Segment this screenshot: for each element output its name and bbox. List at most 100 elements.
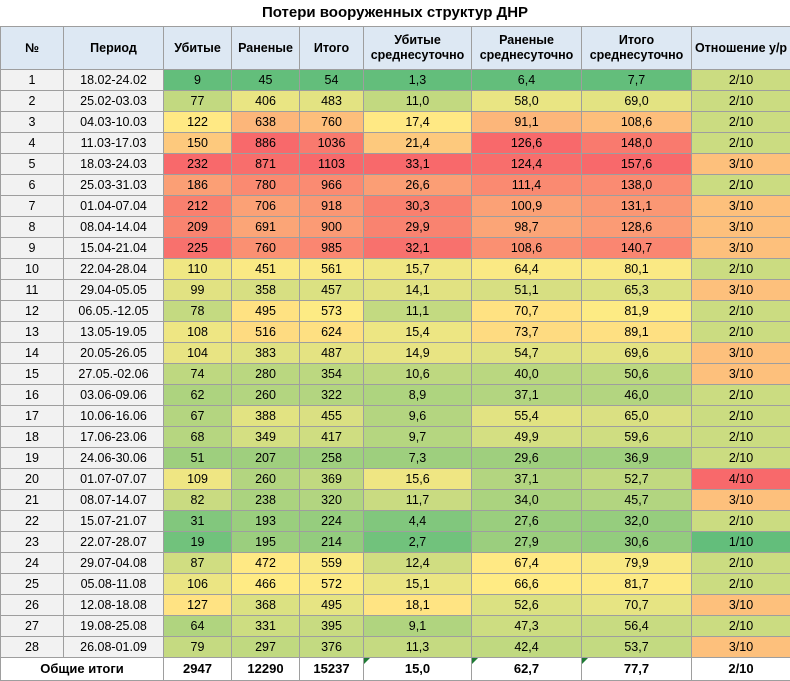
totals-killed: 2947: [164, 658, 232, 681]
cell-total-avg: 36,9: [582, 448, 692, 469]
cell-wounded-avg: 111,4: [472, 175, 582, 196]
cell-killed: 225: [164, 238, 232, 259]
cell-ratio: 2/10: [692, 70, 790, 91]
cell-num: 4: [1, 133, 64, 154]
cell-total-avg: 45,7: [582, 490, 692, 511]
cell-period: 20.05-26.05: [64, 343, 164, 364]
cell-num: 7: [1, 196, 64, 217]
cell-total: 417: [300, 427, 364, 448]
cell-total-avg: 128,6: [582, 217, 692, 238]
cell-total-avg: 65,0: [582, 406, 692, 427]
cell-period: 22.04-28.04: [64, 259, 164, 280]
cell-num: 17: [1, 406, 64, 427]
cell-wounded-avg: 6,4: [472, 70, 582, 91]
cell-num: 6: [1, 175, 64, 196]
cell-killed-avg: 12,4: [364, 553, 472, 574]
cell-ratio: 2/10: [692, 448, 790, 469]
cell-wounded: 886: [232, 133, 300, 154]
cell-num: 22: [1, 511, 64, 532]
cell-period: 27.05.-02.06: [64, 364, 164, 385]
cell-killed-avg: 11,1: [364, 301, 472, 322]
cell-total: 224: [300, 511, 364, 532]
cell-killed-avg: 15,4: [364, 322, 472, 343]
cell-period: 19.08-25.08: [64, 616, 164, 637]
cell-wounded: 297: [232, 637, 300, 658]
cell-period: 11.03-17.03: [64, 133, 164, 154]
cell-wounded: 331: [232, 616, 300, 637]
cell-num: 2: [1, 91, 64, 112]
cell-killed: 51: [164, 448, 232, 469]
cell-wounded-avg: 27,9: [472, 532, 582, 553]
cell-wounded-avg: 54,7: [472, 343, 582, 364]
cell-period: 15.04-21.04: [64, 238, 164, 259]
cell-period: 18.02-24.02: [64, 70, 164, 91]
cell-num: 24: [1, 553, 64, 574]
cell-period: 29.07-04.08: [64, 553, 164, 574]
header-ratio: Отношение у/р: [692, 27, 790, 70]
cell-total-avg: 46,0: [582, 385, 692, 406]
cell-killed-avg: 8,9: [364, 385, 472, 406]
cell-period: 01.07-07.07: [64, 469, 164, 490]
cell-total: 918: [300, 196, 364, 217]
cell-ratio: 2/10: [692, 616, 790, 637]
cell-killed: 82: [164, 490, 232, 511]
cell-wounded: 638: [232, 112, 300, 133]
cell-total: 376: [300, 637, 364, 658]
cell-num: 20: [1, 469, 64, 490]
cell-killed: 68: [164, 427, 232, 448]
cell-ratio: 2/10: [692, 133, 790, 154]
cell-wounded: 516: [232, 322, 300, 343]
cell-killed: 108: [164, 322, 232, 343]
cell-killed-avg: 9,6: [364, 406, 472, 427]
header-row: № Период Убитые Раненые Итого Убитые сре…: [1, 27, 790, 70]
cell-wounded: 388: [232, 406, 300, 427]
totals-label: Общие итоги: [1, 658, 164, 681]
cell-wounded-avg: 52,6: [472, 595, 582, 616]
cell-total: 572: [300, 574, 364, 595]
cell-period: 25.03-31.03: [64, 175, 164, 196]
cell-period: 17.06-23.06: [64, 427, 164, 448]
cell-ratio: 2/10: [692, 175, 790, 196]
cell-killed-avg: 7,3: [364, 448, 472, 469]
cell-wounded-avg: 108,6: [472, 238, 582, 259]
cell-killed: 99: [164, 280, 232, 301]
cell-total-avg: 69,6: [582, 343, 692, 364]
cell-killed-avg: 17,4: [364, 112, 472, 133]
cell-num: 15: [1, 364, 64, 385]
cell-period: 03.06-09.06: [64, 385, 164, 406]
cell-num: 13: [1, 322, 64, 343]
cell-killed: 104: [164, 343, 232, 364]
cell-total: 214: [300, 532, 364, 553]
header-period: Период: [64, 27, 164, 70]
cell-total-avg: 53,7: [582, 637, 692, 658]
cell-total-avg: 65,3: [582, 280, 692, 301]
cell-killed-avg: 4,4: [364, 511, 472, 532]
cell-killed: 232: [164, 154, 232, 175]
cell-period: 25.02-03.03: [64, 91, 164, 112]
cell-wounded: 260: [232, 385, 300, 406]
cell-ratio: 2/10: [692, 427, 790, 448]
cell-wounded-avg: 37,1: [472, 385, 582, 406]
cell-total: 573: [300, 301, 364, 322]
cell-wounded: 195: [232, 532, 300, 553]
cell-total: 54: [300, 70, 364, 91]
cell-num: 25: [1, 574, 64, 595]
cell-period: 06.05.-12.05: [64, 301, 164, 322]
cell-killed: 212: [164, 196, 232, 217]
cell-wounded: 691: [232, 217, 300, 238]
cell-ratio: 2/10: [692, 91, 790, 112]
cell-killed-avg: 9,7: [364, 427, 472, 448]
cell-total-avg: 80,1: [582, 259, 692, 280]
cell-total: 900: [300, 217, 364, 238]
cell-wounded: 406: [232, 91, 300, 112]
cell-total: 455: [300, 406, 364, 427]
cell-wounded-avg: 91,1: [472, 112, 582, 133]
